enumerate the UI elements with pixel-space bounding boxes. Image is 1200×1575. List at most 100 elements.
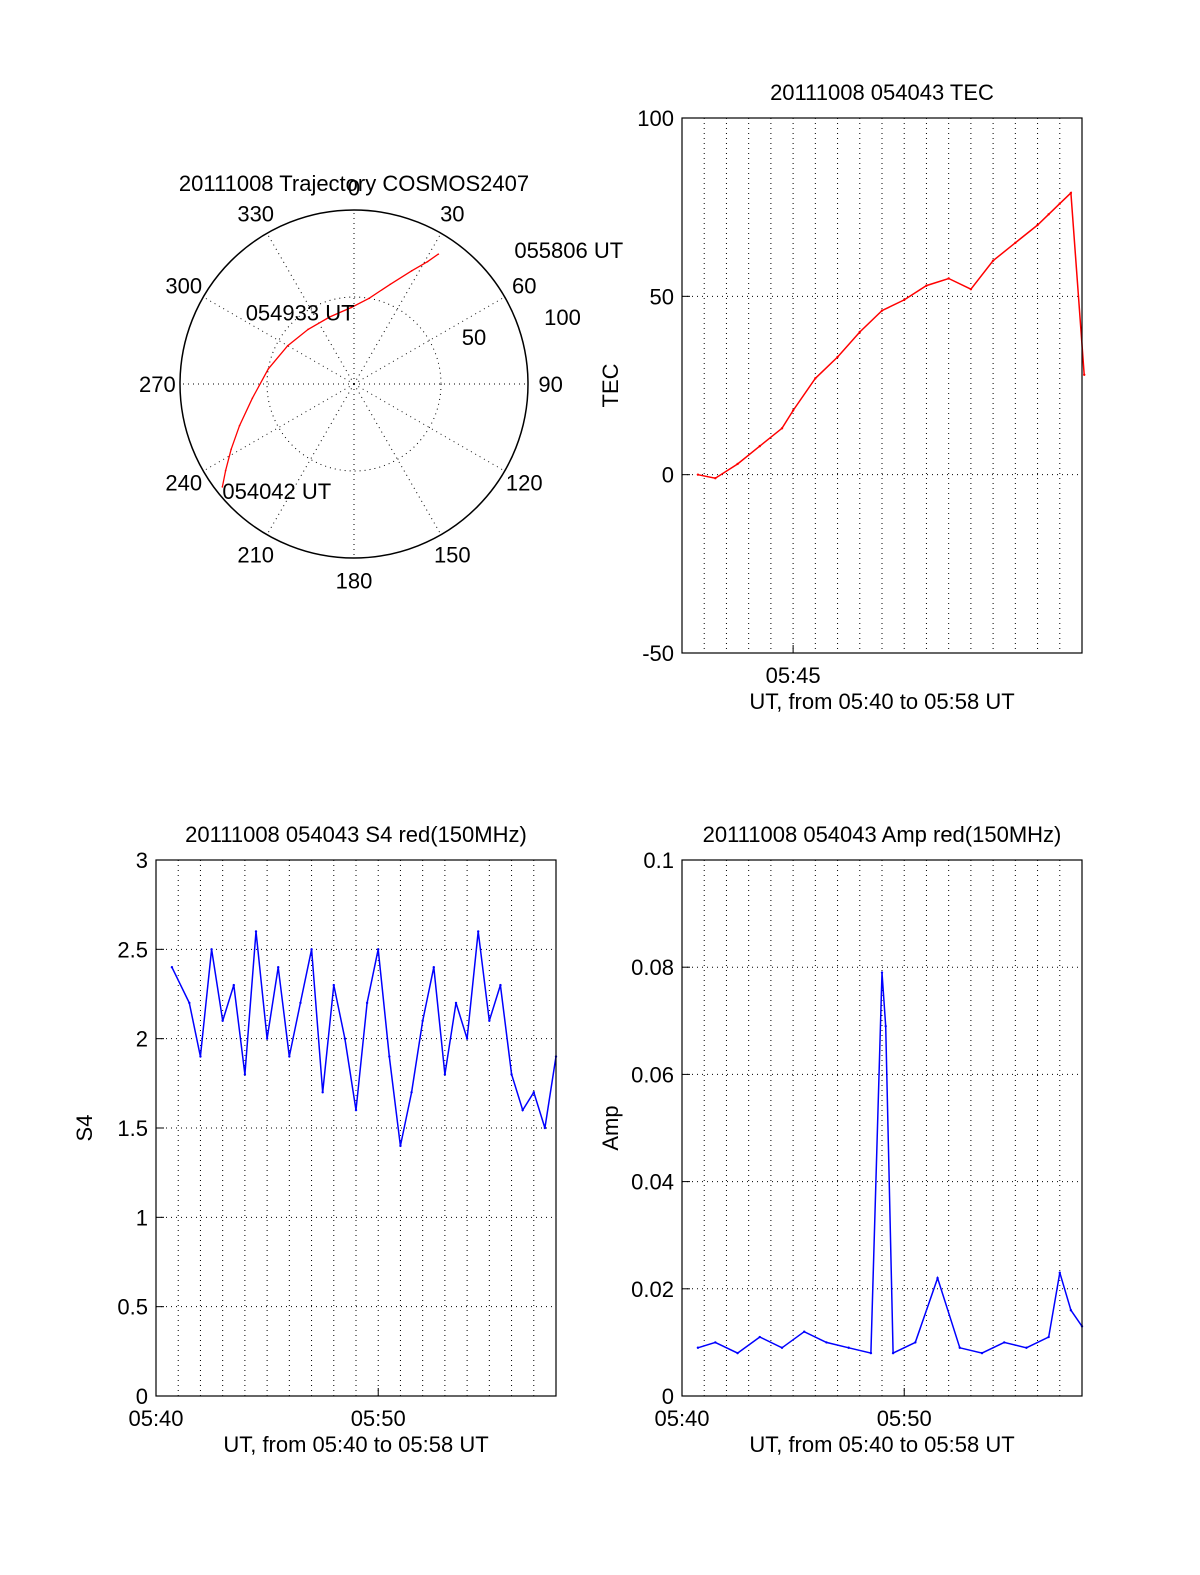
- amp-data-point: [936, 1276, 939, 1280]
- tec-xlabel: UT, from 05:40 to 05:58 UT: [749, 689, 1014, 714]
- s4-chart: 0 0.5 1 1.5 2 2.5 3 05:40 05:50 20111008 054043 S…: [72, 822, 558, 1457]
- s4-data-point: [521, 1108, 524, 1112]
- tec-data-point: [1036, 223, 1039, 227]
- trajectory-track-point: [221, 486, 224, 488]
- amp-ytick-label: 0.1: [643, 848, 674, 873]
- amp-data-point: [780, 1346, 784, 1349]
- tec-ylabel: TEC: [598, 363, 623, 407]
- s4-data-point: [532, 1091, 535, 1094]
- tec-data-point: [696, 473, 700, 476]
- trajectory-track-point: [350, 306, 353, 309]
- amp-series-line: [697, 972, 1083, 1355]
- trajectory-track-point: [251, 397, 254, 400]
- amp-title: 20111008 054043 Amp red(150MHz): [703, 822, 1062, 847]
- trajectory-azimuth-label: 270: [139, 372, 176, 397]
- s4-data-point: [265, 1037, 269, 1040]
- tec-data-point: [780, 427, 784, 430]
- s4-data-point: [232, 983, 235, 987]
- trajectory-grid-spoke: [353, 296, 505, 385]
- s4-data-point: [377, 948, 380, 951]
- trajectory-azimuth-label: 60: [512, 274, 536, 299]
- amp-plot-frame: [681, 859, 1083, 1397]
- s4-data-point: [354, 1108, 358, 1112]
- amp-ytick-label: 0.06: [631, 1062, 674, 1087]
- tec-data-point: [903, 298, 906, 302]
- trajectory-azimuth-label: 180: [336, 569, 373, 594]
- amp-data-point: [914, 1341, 917, 1344]
- trajectory-azimuth-label: 300: [165, 274, 202, 299]
- amp-data-point: [1058, 1271, 1061, 1274]
- s4-data-point: [365, 1001, 369, 1005]
- trajectory-radial-label: 50: [462, 325, 486, 350]
- trajectory-azimuth-label: 90: [538, 372, 562, 397]
- s4-ylabel: S4: [72, 1115, 97, 1142]
- amp-data-point: [891, 1351, 895, 1355]
- tec-data-point: [1047, 213, 1050, 216]
- s4-data-point: [254, 930, 258, 933]
- s4-data-point: [465, 1037, 469, 1040]
- trajectory-grid-spoke: [353, 383, 505, 472]
- tec-data-point: [814, 377, 817, 380]
- s4-ytick-label: 2: [136, 1027, 148, 1052]
- trajectory-azimuth-label: 210: [237, 542, 274, 567]
- trajectory-outer-circle: [179, 209, 529, 559]
- s4-data-point: [399, 1144, 402, 1148]
- tec-data-point: [836, 355, 839, 359]
- s4-xtick-label: 05:50: [351, 1406, 406, 1431]
- s4-data-point: [288, 1055, 291, 1058]
- trajectory-title: 20111008 Trajectory COSMOS2407: [179, 171, 529, 196]
- s4-ytick-label: 3: [136, 848, 148, 873]
- tec-data-point: [736, 462, 739, 466]
- amp-data-point: [714, 1341, 717, 1344]
- s4-data-point: [221, 1019, 224, 1022]
- tec-xtick-label: 05:45: [766, 663, 821, 688]
- trajectory-track-point: [286, 344, 289, 347]
- trajectory-track-label: 054042 UT: [222, 479, 331, 504]
- tec-data-point: [791, 409, 795, 412]
- s4-data-point: [299, 1001, 302, 1005]
- s4-data-point: [343, 1037, 347, 1040]
- s4-data-point: [432, 966, 435, 969]
- s4-data-point: [477, 930, 480, 933]
- s4-data-point: [499, 983, 502, 987]
- trajectory-azimuth-label: 120: [506, 470, 543, 495]
- s4-ytick-label: 2.5: [117, 937, 148, 962]
- trajectory-track-point: [328, 316, 331, 318]
- s4-data-point: [170, 966, 174, 969]
- s4-data-point: [199, 1055, 202, 1058]
- amp-data-point: [980, 1351, 984, 1355]
- amp-xlabel: UT, from 05:40 to 05:58 UT: [749, 1432, 1014, 1457]
- tec-ytick-label: -50: [642, 641, 674, 666]
- tec-data-point: [925, 284, 928, 287]
- trajectory-track-point: [389, 283, 392, 286]
- tec-ytick-label: 100: [637, 106, 674, 131]
- amp-chart: 0 0.02 0.04 0.06 0.08 0.1 05:40 05:50 20111008 0…: [598, 822, 1084, 1457]
- amp-xtick-label: 05:50: [877, 1406, 932, 1431]
- trajectory-grid-spoke: [203, 383, 355, 472]
- s4-series-line: [171, 931, 557, 1147]
- s4-ytick-label: 0: [136, 1384, 148, 1409]
- amp-data-point: [847, 1346, 850, 1349]
- trajectory-radial-label: 100: [544, 305, 581, 330]
- amp-data-point: [758, 1335, 761, 1339]
- tec-data-point: [714, 477, 717, 480]
- amp-ytick-label: 0.02: [631, 1277, 674, 1302]
- trajectory-track-point: [238, 424, 241, 427]
- s4-data-point: [410, 1091, 413, 1094]
- trajectory-azimuth-label: 330: [237, 202, 274, 227]
- s4-data-point: [388, 1055, 391, 1058]
- tec-plot-frame: [681, 117, 1083, 654]
- tec-series-line: [697, 191, 1085, 479]
- s4-data-point: [332, 983, 335, 987]
- tec-data-point: [1014, 241, 1017, 245]
- tec-data-point: [1058, 202, 1061, 205]
- trajectory-track-point: [307, 328, 309, 331]
- trajectory-grid-spoke: [353, 233, 442, 385]
- tec-title: 20111008 054043 TEC: [770, 80, 994, 105]
- tec-data-point: [858, 330, 861, 334]
- trajectory-track-point: [410, 270, 413, 272]
- trajectory-grid-spoke: [203, 296, 355, 385]
- trajectory-track-point: [426, 260, 429, 263]
- trajectory-track-point: [437, 253, 440, 255]
- trajectory-chart: 0 30 60 90 120 150 180 210 240 270 300 330 50 100 0540…: [139, 171, 623, 594]
